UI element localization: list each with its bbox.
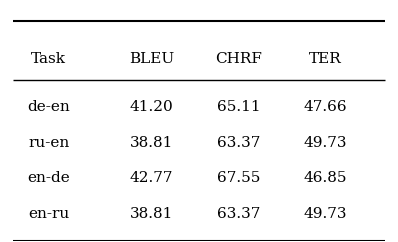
Text: 42.77: 42.77 [130,171,173,185]
Text: 49.73: 49.73 [304,136,347,150]
Text: 47.66: 47.66 [304,100,347,114]
Text: 63.37: 63.37 [217,207,260,221]
Text: Task: Task [31,52,66,66]
Text: 49.73: 49.73 [304,207,347,221]
Text: en-de: en-de [27,171,70,185]
Text: 46.85: 46.85 [304,171,347,185]
Text: TER: TER [309,52,342,66]
Text: 41.20: 41.20 [130,100,174,114]
Text: ru-en: ru-en [28,136,69,150]
Text: 63.37: 63.37 [217,136,260,150]
Text: 38.81: 38.81 [130,207,173,221]
Text: 67.55: 67.55 [217,171,260,185]
Text: 65.11: 65.11 [217,100,260,114]
Text: de-en: de-en [27,100,70,114]
Text: 38.81: 38.81 [130,136,173,150]
Text: en-ru: en-ru [28,207,69,221]
Text: BLEU: BLEU [129,52,174,66]
Text: CHRF: CHRF [215,52,262,66]
